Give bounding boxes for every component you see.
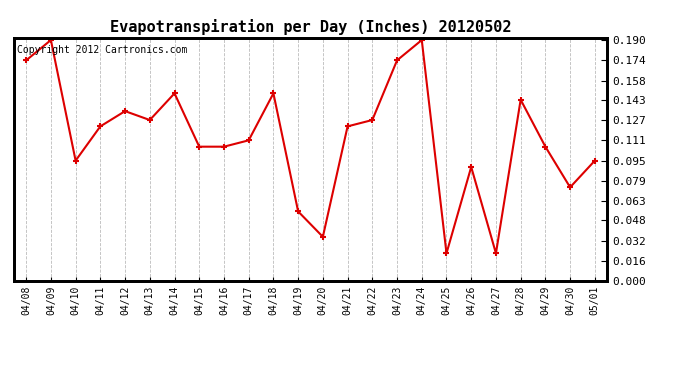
Title: Evapotranspiration per Day (Inches) 20120502: Evapotranspiration per Day (Inches) 2012… <box>110 19 511 35</box>
Text: Copyright 2012 Cartronics.com: Copyright 2012 Cartronics.com <box>17 45 187 55</box>
